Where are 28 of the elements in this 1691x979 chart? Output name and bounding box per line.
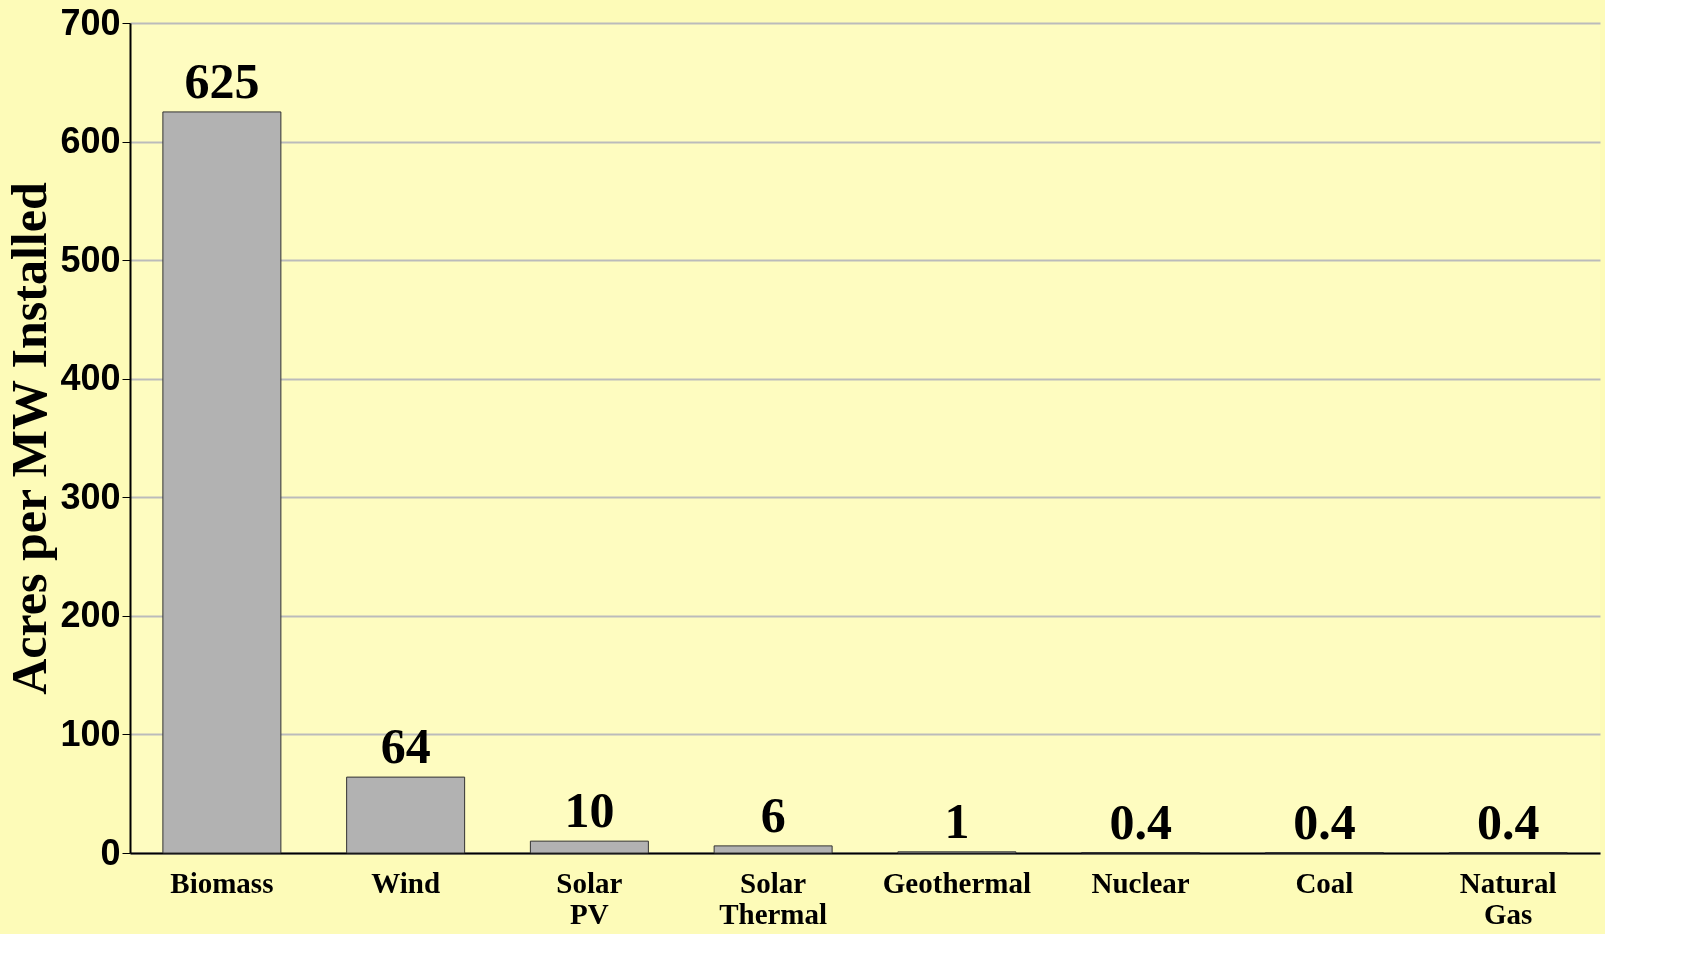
x-tick-label: Wind bbox=[371, 866, 441, 899]
data-label: 0.4 bbox=[1293, 793, 1356, 850]
data-label: 1 bbox=[944, 792, 970, 849]
y-tick-label: 300 bbox=[60, 475, 121, 517]
data-label: 625 bbox=[184, 52, 260, 109]
data-label: 10 bbox=[564, 782, 615, 839]
x-tick-label: Nuclear bbox=[1091, 866, 1190, 899]
y-tick-label: 400 bbox=[60, 357, 121, 399]
x-tick-label: Geothermal bbox=[882, 866, 1031, 899]
bar bbox=[346, 776, 466, 854]
y-tick-label: 200 bbox=[60, 594, 121, 636]
y-tick-label: 0 bbox=[100, 831, 121, 873]
x-tick-label: Biomass bbox=[170, 866, 274, 899]
y-tick-label: 500 bbox=[60, 238, 121, 280]
y-tick-label: 100 bbox=[60, 712, 121, 754]
bar bbox=[529, 840, 649, 854]
y-axis-title: Acres per MW Installed bbox=[1, 182, 58, 695]
x-tick-label: Natural Gas bbox=[1459, 866, 1557, 930]
x-tick-label: Solar PV bbox=[556, 866, 623, 930]
x-tick-label: Solar Thermal bbox=[719, 866, 828, 930]
x-tick-label: Coal bbox=[1295, 866, 1354, 899]
data-label: 0.4 bbox=[1109, 793, 1172, 850]
y-tick-label: 700 bbox=[60, 1, 121, 43]
y-tick-label: 600 bbox=[60, 120, 121, 162]
data-label: 0.4 bbox=[1476, 793, 1540, 850]
bar bbox=[713, 845, 833, 854]
data-label: 6 bbox=[760, 786, 786, 843]
data-label: 64 bbox=[380, 718, 431, 775]
